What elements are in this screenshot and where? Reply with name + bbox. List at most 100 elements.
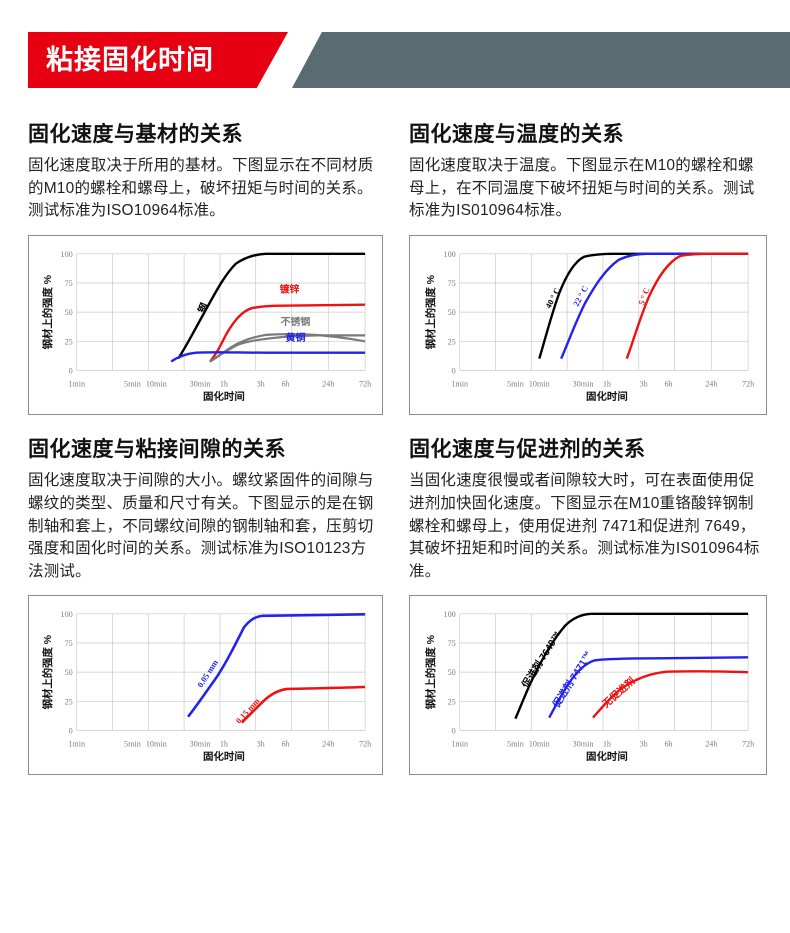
x-tick: 1h bbox=[220, 740, 228, 749]
series-line-gap015 bbox=[240, 686, 366, 724]
y-axis-title: 钢材上的强度 % bbox=[424, 635, 437, 709]
x-axis-title: 固化时间 bbox=[586, 751, 628, 764]
y-tick: 75 bbox=[65, 279, 73, 288]
series-label-steel: 钢 bbox=[195, 301, 211, 315]
x-tick: 6h bbox=[664, 740, 672, 749]
chart-y-axis: 100 75 50 25 0 钢材上的强度 % bbox=[41, 250, 73, 376]
page-header-banner: 粘接固化时间 bbox=[0, 32, 790, 88]
series-label-galvanized: 镀锌 bbox=[280, 282, 300, 295]
series-label-40c: 40 ° C bbox=[543, 286, 562, 310]
section-body: 固化速度取决于间隙的大小。螺纹紧固件的间隙与螺纹的类型、质量和尺寸有关。下图显示… bbox=[28, 472, 374, 580]
series-label-acc7649: 促进剂 7649™ bbox=[518, 629, 564, 691]
chart-x-axis: 1min 5min 10min 30min 1h 3h 6h 24h 72h 固… bbox=[68, 379, 371, 403]
chart-accelerator: 100 75 50 25 0 钢材上的强度 % 1min 5min 10min … bbox=[409, 595, 767, 776]
x-tick: 72h bbox=[742, 740, 754, 749]
x-tick: 30min bbox=[190, 379, 211, 388]
series-label-gap005: 0.05 mm bbox=[195, 658, 220, 689]
section-accelerator: 固化速度与促进剂的关系 当固化速度很慢或者间隙较大时，可在表面使用促进剂加快固化… bbox=[395, 415, 790, 776]
y-tick: 100 bbox=[61, 250, 73, 259]
x-tick: 1h bbox=[220, 379, 228, 388]
section-body: 固化速度取决于温度。下图显示在M10的螺栓和螺母上，在不同温度下破坏扭矩与时间的… bbox=[409, 157, 755, 220]
series-label-gap015: 0.15 mm bbox=[233, 696, 261, 726]
chart-temperature: 100 75 50 25 0 钢材上的强度 % 1min 5min 10min … bbox=[409, 235, 767, 416]
chart-gridlines bbox=[76, 253, 366, 371]
x-tick: 3h bbox=[640, 740, 648, 749]
series-line-steel bbox=[177, 252, 366, 360]
x-tick: 3h bbox=[257, 379, 265, 388]
chart-substrate-svg: 100 75 50 25 0 钢材上的强度 % 1min 5min 10min … bbox=[41, 250, 371, 403]
series-label-brass: 黄铜 bbox=[286, 331, 306, 344]
y-tick: 25 bbox=[65, 337, 73, 346]
x-tick: 24h bbox=[322, 379, 334, 388]
series-label-22c: 22 ° C bbox=[571, 284, 590, 308]
chart-temperature-svg: 100 75 50 25 0 钢材上的强度 % 1min 5min 10min … bbox=[424, 250, 754, 403]
x-tick: 1min bbox=[68, 740, 85, 749]
y-tick: 0 bbox=[69, 367, 73, 376]
x-tick: 6h bbox=[281, 379, 289, 388]
y-tick: 25 bbox=[448, 337, 456, 346]
y-tick: 25 bbox=[448, 698, 456, 707]
chart-gap: 100 75 50 25 0 钢材上的强度 % 1min 5min 10min … bbox=[28, 595, 383, 776]
x-tick: 1min bbox=[68, 379, 85, 388]
y-tick: 100 bbox=[61, 610, 73, 619]
x-axis-title: 固化时间 bbox=[203, 751, 245, 764]
x-tick: 1h bbox=[603, 740, 611, 749]
x-tick: 5min bbox=[124, 740, 141, 749]
x-tick: 72h bbox=[359, 379, 371, 388]
x-tick: 3h bbox=[640, 379, 648, 388]
y-tick: 75 bbox=[448, 279, 456, 288]
chart-gridlines bbox=[459, 253, 749, 371]
chart-y-axis: 100 75 50 25 0 钢材上的强度 % bbox=[424, 250, 456, 376]
x-tick: 6h bbox=[281, 740, 289, 749]
y-tick: 75 bbox=[65, 639, 73, 648]
x-axis-title: 固化时间 bbox=[586, 390, 628, 403]
x-tick: 10min bbox=[146, 379, 167, 388]
chart-x-axis: 1min 5min 10min 30min 1h 3h 6h 24h 72h 固… bbox=[451, 740, 754, 764]
series-line-5c bbox=[625, 252, 749, 360]
x-tick: 24h bbox=[705, 379, 717, 388]
series-line-40c bbox=[538, 252, 749, 360]
x-tick: 1min bbox=[451, 379, 468, 388]
y-tick: 0 bbox=[452, 367, 456, 376]
x-tick: 1h bbox=[603, 379, 611, 388]
section-gap: 固化速度与粘接间隙的关系 固化速度取决于间隙的大小。螺纹紧固件的间隙与螺纹的类型… bbox=[0, 415, 395, 776]
section-body: 当固化速度很慢或者间隙较大时，可在表面使用促进剂加快固化速度。下图显示在M10重… bbox=[409, 472, 760, 580]
section-title: 固化速度与温度的关系 bbox=[409, 123, 624, 146]
x-tick: 6h bbox=[664, 379, 672, 388]
y-axis-title: 钢材上的强度 % bbox=[41, 275, 54, 349]
y-tick: 50 bbox=[448, 669, 456, 678]
x-tick: 30min bbox=[573, 379, 594, 388]
x-tick: 5min bbox=[124, 379, 141, 388]
series-line-galvanized bbox=[209, 303, 366, 363]
x-tick: 24h bbox=[705, 740, 717, 749]
x-tick: 30min bbox=[573, 740, 594, 749]
series-label-no-acc: 无促进剂 bbox=[599, 675, 638, 712]
x-tick: 5min bbox=[507, 740, 524, 749]
y-tick: 0 bbox=[69, 727, 73, 736]
y-axis-title: 钢材上的强度 % bbox=[41, 635, 54, 709]
x-tick: 10min bbox=[146, 740, 167, 749]
x-tick: 24h bbox=[322, 740, 334, 749]
x-tick: 5min bbox=[507, 379, 524, 388]
x-tick: 10min bbox=[529, 379, 550, 388]
series-line-no-acc bbox=[592, 670, 749, 719]
series-line-acc7649 bbox=[514, 612, 749, 720]
banner-gray-shape bbox=[292, 32, 790, 88]
y-tick: 75 bbox=[448, 639, 456, 648]
sections-row-bottom: 固化速度与粘接间隙的关系 固化速度取决于间隙的大小。螺纹紧固件的间隙与螺纹的类型… bbox=[0, 415, 790, 776]
y-tick: 50 bbox=[65, 669, 73, 678]
chart-substrate: 100 75 50 25 0 钢材上的强度 % 1min 5min 10min … bbox=[28, 235, 383, 416]
series-line-stainless-b bbox=[209, 334, 366, 363]
chart-accelerator-svg: 100 75 50 25 0 钢材上的强度 % 1min 5min 10min … bbox=[424, 610, 754, 764]
series-line-gap005 bbox=[187, 613, 366, 718]
y-tick: 100 bbox=[444, 610, 456, 619]
chart-y-axis: 100 75 50 25 0 钢材上的强度 % bbox=[424, 610, 456, 736]
x-tick: 30min bbox=[190, 740, 211, 749]
sections-row-top: 固化速度与基材的关系 固化速度取决于所用的基材。下图显示在不同材质的M10的螺栓… bbox=[0, 100, 790, 416]
section-body: 固化速度取决于所用的基材。下图显示在不同材质的M10的螺栓和螺母上，破坏扭矩与时… bbox=[28, 157, 374, 220]
series-line-22c bbox=[560, 252, 749, 360]
sections-grid: 固化速度与基材的关系 固化速度取决于所用的基材。下图显示在不同材质的M10的螺栓… bbox=[0, 100, 790, 776]
chart-x-axis: 1min 5min 10min 30min 1h 3h 6h 24h 72h 固… bbox=[451, 379, 754, 403]
chart-gap-svg: 100 75 50 25 0 钢材上的强度 % 1min 5min 10min … bbox=[41, 610, 371, 764]
section-title: 固化速度与基材的关系 bbox=[28, 123, 243, 146]
